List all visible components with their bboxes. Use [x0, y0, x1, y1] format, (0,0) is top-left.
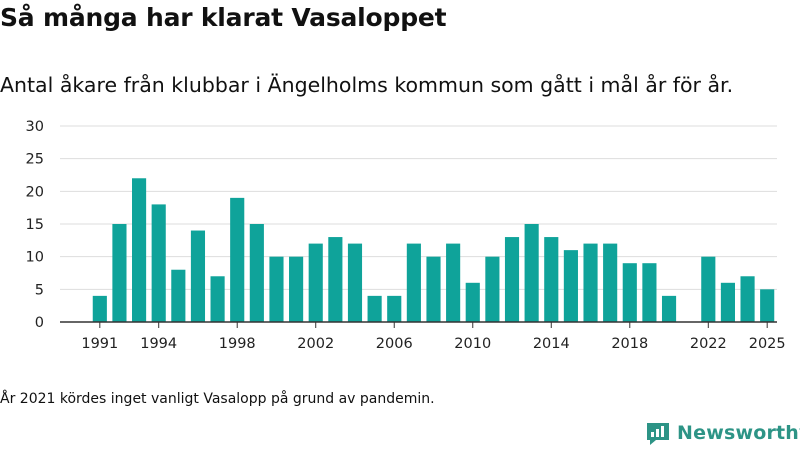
bar-2000[interactable] — [269, 256, 284, 322]
bar-2015[interactable] — [563, 250, 578, 322]
x-tick-label: 2022 — [690, 336, 727, 352]
bar-2009[interactable] — [446, 243, 461, 322]
x-tick-label: 2018 — [611, 336, 648, 352]
brand-name: Newsworthy — [677, 422, 800, 444]
x-tick-label: 2010 — [454, 336, 491, 352]
bar-2017[interactable] — [603, 243, 618, 322]
bar-2024[interactable] — [740, 276, 755, 322]
bar-2023[interactable] — [720, 282, 735, 322]
bar-2020[interactable] — [661, 295, 677, 322]
bar-2002[interactable] — [308, 243, 323, 322]
x-tick-label: 1998 — [219, 336, 256, 352]
bar-2025[interactable] — [760, 289, 775, 322]
bar-2007[interactable] — [406, 243, 421, 322]
bar-2014[interactable] — [544, 237, 559, 322]
bar-2004[interactable] — [347, 243, 363, 322]
bar-1992[interactable] — [112, 224, 127, 322]
bar-1996[interactable] — [190, 230, 206, 322]
y-tick-label: 0 — [35, 315, 44, 331]
bar-1993[interactable] — [132, 178, 147, 322]
bar-2013[interactable] — [524, 224, 539, 322]
y-tick-label: 30 — [26, 119, 44, 135]
bars — [92, 178, 775, 322]
y-tick-label: 20 — [26, 184, 44, 200]
bar-2001[interactable] — [289, 256, 304, 322]
y-tick-label: 10 — [26, 250, 44, 266]
bar-2018[interactable] — [622, 263, 637, 322]
bar-1997[interactable] — [210, 276, 225, 322]
y-tick-label: 25 — [26, 152, 44, 168]
bar-2019[interactable] — [642, 263, 657, 322]
bar-2022[interactable] — [701, 256, 716, 322]
bar-1998[interactable] — [230, 197, 245, 322]
bar-2008[interactable] — [426, 256, 441, 322]
y-tick-label: 5 — [35, 282, 44, 298]
bar-1991[interactable] — [92, 295, 107, 322]
x-tick-label: 2025 — [749, 336, 786, 352]
newsworthy-logo-icon — [647, 423, 669, 445]
bar-1999[interactable] — [249, 224, 264, 322]
y-tick-label: 15 — [26, 217, 44, 233]
bar-1995[interactable] — [171, 269, 186, 322]
bar-2016[interactable] — [583, 243, 598, 322]
bar-2005[interactable] — [367, 295, 382, 322]
chart-title: Så många har klarat Vasaloppet — [0, 3, 447, 32]
footnote: År 2021 kördes inget vanligt Vasalopp på… — [0, 391, 435, 407]
bar-1994[interactable] — [151, 204, 166, 322]
bar-2003[interactable] — [328, 237, 343, 322]
bar-2006[interactable] — [387, 295, 402, 322]
bar-2011[interactable] — [485, 256, 500, 322]
grid-lines — [60, 125, 777, 290]
x-tick-label: 1994 — [140, 336, 177, 352]
x-tick-label: 2006 — [376, 336, 413, 352]
chart-subtitle: Antal åkare från klubbar i Ängelholms ko… — [0, 73, 734, 97]
x-tick-label: 2014 — [533, 336, 570, 352]
x-tick-label: 1991 — [81, 336, 118, 352]
brand-logo[interactable]: Newsworthy — [645, 419, 800, 447]
bar-2010[interactable] — [465, 282, 480, 322]
bar-2012[interactable] — [504, 237, 520, 322]
x-tick-label: 2002 — [297, 336, 334, 352]
